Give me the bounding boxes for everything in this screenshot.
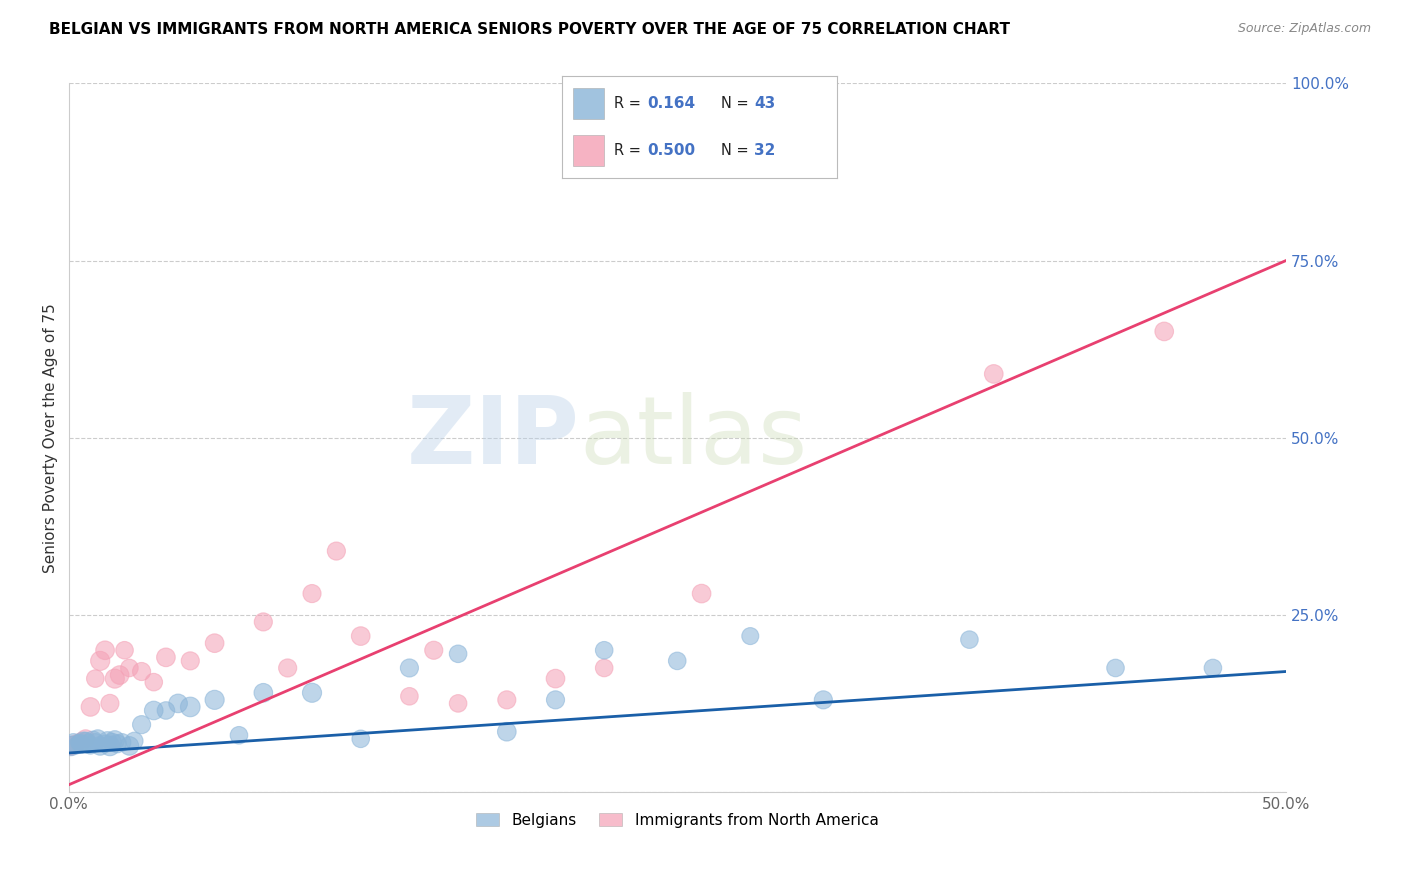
Point (131, 665, 153, 679)
Text: R =: R = (614, 96, 645, 111)
Point (179, 700, 201, 714)
Text: 32: 32 (754, 144, 776, 158)
Text: N =: N = (721, 144, 754, 158)
Point (124, 734, 146, 748)
Point (111, 735, 134, 749)
Point (62, 735, 84, 749)
Point (155, 704, 177, 718)
Point (65, 737, 87, 751)
Text: 0.500: 0.500 (647, 144, 696, 158)
Point (118, 661, 141, 675)
Point (77, 737, 100, 751)
Point (983, 367, 1005, 381)
Point (89, 654, 111, 668)
Point (67, 735, 90, 749)
Text: BELGIAN VS IMMIGRANTS FROM NORTH AMERICA SENIORS POVERTY OVER THE AGE OF 75 CORR: BELGIAN VS IMMIGRANTS FROM NORTH AMERICA… (49, 22, 1010, 37)
Point (82, 734, 104, 748)
Text: R =: R = (614, 144, 645, 158)
Point (495, 693, 517, 707)
Point (447, 697, 470, 711)
Point (131, 717, 153, 731)
Point (142, 704, 165, 718)
Point (84, 672, 107, 686)
Point (94, 737, 117, 751)
Point (544, 693, 567, 707)
Point (75, 731, 97, 746)
Point (69, 735, 91, 749)
Point (1153, 325, 1175, 339)
Point (277, 661, 299, 675)
Point (593, 661, 616, 675)
Text: atlas: atlas (579, 392, 808, 483)
Point (593, 643, 616, 657)
Point (228, 728, 250, 742)
Point (957, 632, 980, 647)
Text: N =: N = (721, 96, 754, 111)
Point (108, 668, 131, 682)
Point (105, 737, 128, 751)
Point (350, 731, 373, 746)
Point (65, 739, 87, 753)
FancyBboxPatch shape (574, 136, 603, 166)
Point (325, 544, 347, 558)
Point (118, 739, 141, 753)
Point (94, 643, 117, 657)
Y-axis label: Seniors Poverty Over the Age of 75: Seniors Poverty Over the Age of 75 (44, 302, 58, 573)
Point (69, 737, 91, 751)
Legend: Belgians, Immigrants from North America: Belgians, Immigrants from North America (470, 806, 884, 834)
Point (398, 690, 420, 704)
Point (98, 697, 121, 711)
Point (252, 686, 274, 700)
Point (1104, 661, 1126, 675)
Point (167, 697, 190, 711)
Point (204, 636, 226, 650)
Point (301, 686, 323, 700)
Text: 43: 43 (754, 96, 776, 111)
Point (252, 615, 274, 629)
Point (59, 739, 82, 753)
Point (179, 654, 201, 668)
Point (75, 734, 97, 748)
Point (1202, 661, 1225, 675)
Point (666, 654, 689, 668)
Point (79, 739, 101, 753)
Point (740, 629, 762, 643)
Point (101, 735, 124, 749)
Point (204, 693, 226, 707)
Point (96, 734, 118, 748)
Point (423, 643, 446, 657)
Point (114, 643, 136, 657)
Point (98, 739, 121, 753)
Point (398, 661, 420, 675)
Point (59, 739, 82, 753)
Point (104, 733, 127, 747)
Point (89, 739, 111, 753)
Point (350, 629, 373, 643)
Point (142, 675, 165, 690)
Point (79, 700, 101, 714)
Point (690, 586, 713, 600)
Point (72, 735, 94, 749)
Text: Source: ZipAtlas.com: Source: ZipAtlas.com (1237, 22, 1371, 36)
Point (84, 735, 107, 749)
Point (813, 693, 835, 707)
Point (155, 650, 177, 665)
Point (87, 731, 110, 746)
Text: 0.164: 0.164 (647, 96, 696, 111)
Point (544, 672, 567, 686)
FancyBboxPatch shape (574, 88, 603, 119)
Text: ZIP: ZIP (406, 392, 579, 483)
Point (301, 586, 323, 600)
Point (104, 672, 127, 686)
Point (495, 724, 517, 739)
Point (447, 647, 470, 661)
